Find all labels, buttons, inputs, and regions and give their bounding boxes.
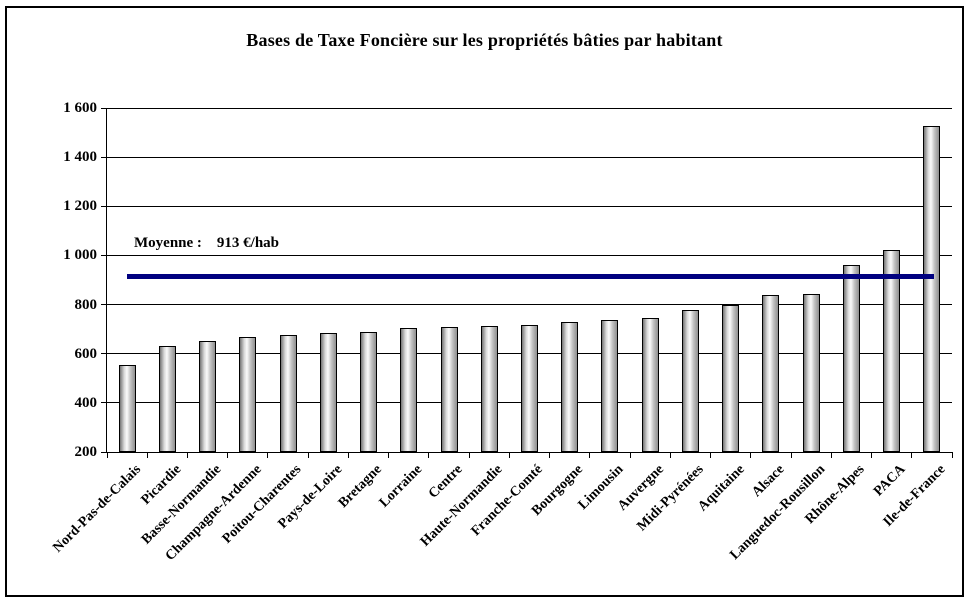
average-line-label: Moyenne : 913 €/hab (134, 234, 280, 251)
y-axis-label: 600 (74, 345, 98, 362)
bar-haute-normandie (480, 326, 498, 452)
bar-bretagne (360, 331, 378, 452)
y-gridline (107, 304, 952, 306)
bar-pays-de-loire (319, 333, 337, 452)
bar-midi-pyr-n-es (681, 309, 699, 452)
bar-bourgogne (561, 322, 579, 452)
bar-languedoc-rousillon (802, 294, 820, 452)
y-axis-tick (101, 254, 107, 256)
bar-paca (883, 249, 901, 452)
x-axis-tick (428, 452, 430, 458)
y-axis-tick (101, 107, 107, 109)
y-axis-tick (101, 402, 107, 404)
bar-basse-normandie (199, 340, 217, 452)
y-axis-tick (101, 353, 107, 355)
plot-area: Moyenne : 913 €/hab 200 400 600 800 1 000 1 2… (50, 100, 953, 564)
x-axis-tick (830, 452, 832, 458)
y-gridline (107, 107, 952, 109)
x-axis-tick (669, 452, 671, 458)
chart-outer-border (5, 6, 964, 597)
bar-ile-de-france (923, 125, 941, 452)
bar-limousin (601, 319, 619, 452)
bar-alsace (762, 295, 780, 452)
y-axis-label: 1 200 (63, 198, 97, 215)
average-line (127, 274, 934, 280)
y-axis-label: 800 (74, 296, 98, 313)
chart-title: Bases de Taxe Foncière sur les propriété… (246, 30, 723, 50)
bar-franche-comt- (521, 324, 538, 452)
x-axis-tick (750, 452, 752, 458)
y-axis-tick (101, 156, 107, 158)
x-axis-tick (629, 452, 631, 458)
x-axis-tick (186, 452, 188, 458)
x-axis-tick (106, 452, 108, 458)
x-axis-tick (267, 452, 269, 458)
x-axis-tick (388, 452, 390, 458)
y-axis-tick (101, 205, 107, 207)
x-axis-tick (347, 452, 349, 458)
x-axis-tick (508, 452, 510, 458)
y-axis-label: 1 400 (63, 149, 97, 166)
x-axis-tick (307, 452, 309, 458)
x-axis-tick (871, 452, 873, 458)
bar-auvergne (641, 318, 659, 452)
bar-champagne-ardenne (239, 336, 257, 452)
y-axis-label: 1 000 (63, 247, 97, 264)
y-gridline (107, 205, 952, 207)
y-gridline (107, 254, 952, 256)
y-axis-tick (101, 304, 107, 306)
y-gridline (107, 156, 952, 158)
x-axis-tick (589, 452, 591, 458)
bar-rh-ne-alpes (842, 265, 860, 452)
bar-picardie (158, 346, 176, 452)
bar-nord-pas-de-calais (118, 364, 136, 452)
bar-centre (440, 326, 458, 452)
y-axis-label: 200 (74, 444, 98, 460)
x-axis-tick (146, 452, 148, 458)
y-axis-label: 1 600 (63, 100, 97, 116)
x-axis-tick (951, 452, 953, 458)
x-axis-tick (549, 452, 551, 458)
y-axis-label: 400 (74, 394, 98, 411)
x-axis-tick (468, 452, 470, 458)
bar-aquitaine (722, 304, 740, 452)
x-axis-tick (227, 452, 229, 458)
x-axis-tick (710, 452, 712, 458)
bar-lorraine (400, 328, 418, 452)
y-axis-tick (101, 451, 107, 453)
bar-poitou-charentes (279, 334, 297, 452)
x-axis-tick (911, 452, 913, 458)
x-axis-tick (790, 452, 792, 458)
